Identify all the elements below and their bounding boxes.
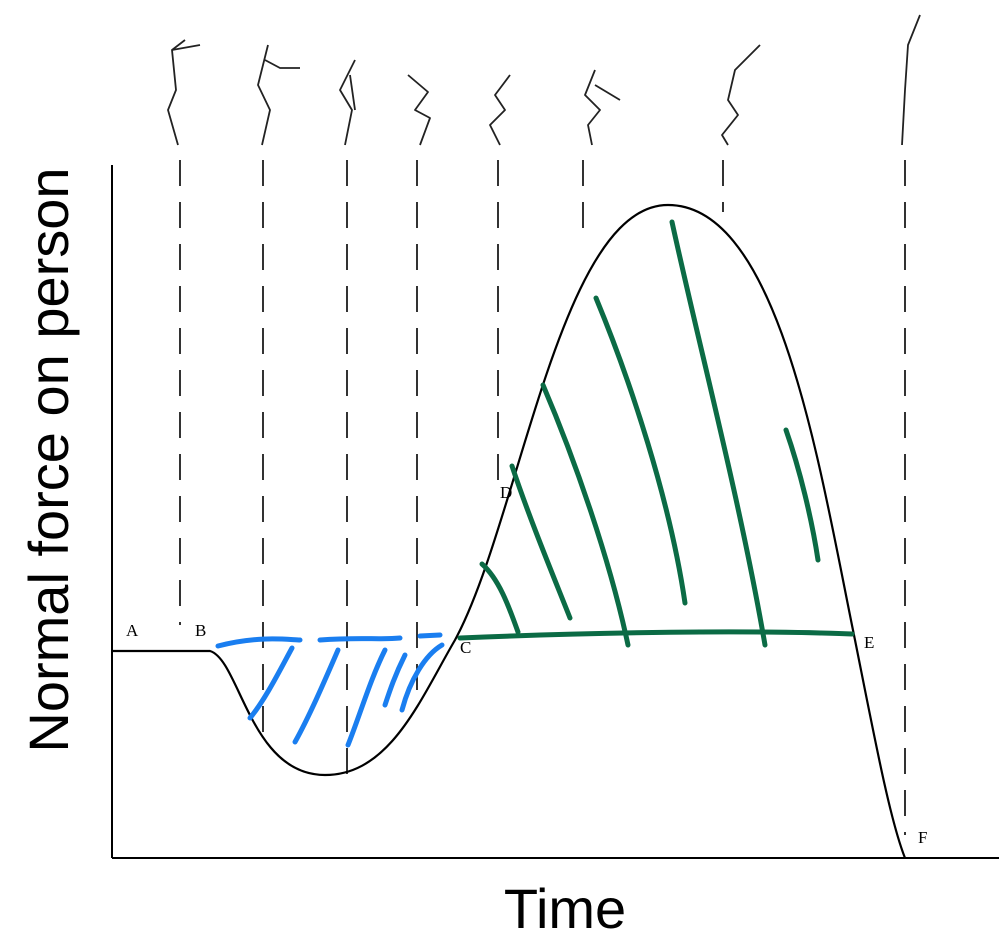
figure	[264, 59, 300, 69]
hatch-line	[215, 632, 443, 649]
hatch-line	[509, 463, 573, 621]
y-axis-label: Normal force on person	[17, 167, 80, 752]
hatch-line	[292, 647, 341, 745]
hatch-line	[783, 427, 821, 563]
hatch-line	[399, 642, 445, 713]
force-curve	[112, 203, 907, 859]
hatch-line	[593, 295, 688, 606]
dashed-lines	[179, 160, 906, 835]
hatch-line	[457, 629, 855, 641]
figure	[339, 59, 356, 146]
figure	[901, 14, 921, 146]
point-label: A	[126, 621, 139, 640]
hatch-line	[669, 219, 768, 648]
hatch-line	[247, 645, 295, 721]
figure	[167, 39, 186, 146]
figure	[489, 74, 511, 146]
point-label: F	[918, 828, 927, 847]
green-hatching	[457, 219, 855, 648]
hatch-line	[345, 647, 388, 748]
hatch-line	[479, 561, 521, 635]
figure	[594, 84, 621, 101]
stick-figures	[167, 14, 921, 146]
point-label: D	[500, 483, 512, 502]
point-label: C	[460, 638, 471, 657]
figure	[349, 74, 356, 111]
hatch-line	[540, 382, 631, 648]
figure	[721, 44, 761, 146]
x-axis-label: Time	[504, 877, 626, 939]
figure	[407, 74, 431, 146]
point-label: B	[195, 621, 206, 640]
hatch-line	[382, 652, 408, 708]
figure	[584, 69, 601, 146]
blue-hatching	[215, 632, 445, 748]
figure	[257, 44, 271, 146]
point-label: E	[864, 633, 874, 652]
figure	[171, 44, 201, 51]
